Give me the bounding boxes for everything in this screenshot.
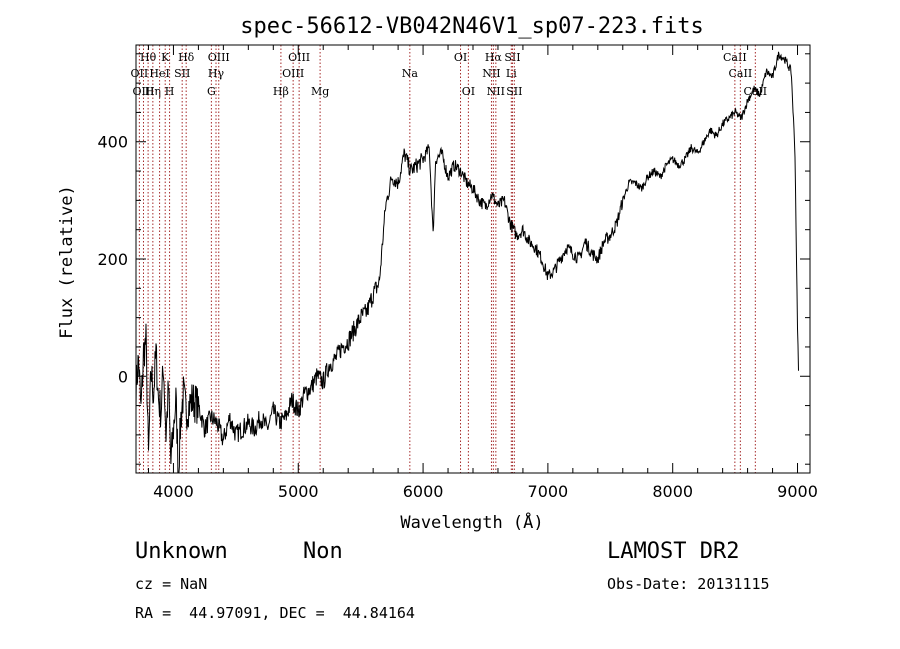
- object-subclass: Non: [303, 539, 343, 564]
- x-tick-label-6000: 6000: [403, 482, 444, 501]
- line-marker-label-22: Li: [506, 67, 517, 80]
- line-marker-label-26: CaII: [729, 67, 753, 80]
- line-marker-label-9: G: [207, 85, 216, 98]
- line-marker-label-18: OI: [462, 85, 475, 98]
- x-axis-label: Wavelength (Å): [400, 511, 543, 533]
- line-marker-label-1: OII: [131, 67, 149, 80]
- sky-coordinates: RA = 44.97091, DEC = 44.84164: [135, 604, 415, 622]
- y-tick-label-200: 200: [97, 250, 128, 269]
- line-marker-label-3: Hη: [145, 85, 161, 98]
- survey-name: LAMOST DR2: [607, 539, 740, 564]
- x-tick-label-9000: 9000: [777, 482, 818, 501]
- line-marker-label-4: HeI: [149, 67, 169, 80]
- y-axis-label: Flux (relative): [57, 185, 77, 339]
- line-marker-label-6: H: [165, 85, 175, 98]
- line-marker-label-0: Hθ: [140, 51, 157, 64]
- x-tick-label-7000: 7000: [528, 482, 569, 501]
- line-marker-label-25: CaII: [723, 51, 747, 64]
- line-marker-label-2: OIII: [132, 85, 154, 98]
- x-tick-label-4000: 4000: [153, 482, 194, 501]
- x-tick-label-8000: 8000: [652, 482, 693, 501]
- x-tick-label-5000: 5000: [278, 482, 319, 501]
- redshift-value: cz = NaN: [135, 575, 208, 593]
- line-marker-label-24: SII: [506, 85, 522, 98]
- line-marker-label-16: Na: [402, 67, 419, 80]
- y-tick-label-400: 400: [97, 133, 128, 152]
- object-class: Unknown: [135, 539, 228, 564]
- line-marker-label-21: NII: [487, 85, 505, 98]
- line-marker-label-10: Hγ: [208, 67, 225, 80]
- spectrum-series: [135, 51, 799, 474]
- chart-title: spec-56612-VB042N46V1_sp07-223.fits: [240, 14, 704, 39]
- observation-date: Obs-Date: 20131115: [607, 575, 770, 593]
- line-marker-label-14: OIII: [288, 51, 310, 64]
- plot-frame: [135, 44, 811, 474]
- line-marker-label-11: OIII: [208, 51, 230, 64]
- line-marker-label-15: Mg: [311, 85, 329, 98]
- line-marker-label-19: NII: [482, 67, 500, 80]
- spectrum-line: [135, 51, 799, 474]
- line-marker-label-20: Hα: [485, 51, 503, 64]
- line-marker-label-27: CaII: [743, 85, 767, 98]
- line-marker-label-17: OI: [454, 51, 467, 64]
- line-marker-label-7: SII: [174, 67, 190, 80]
- line-marker-label-5: K: [161, 51, 170, 64]
- axes: 4000 5000 6000 7000 8000 9000 0 200 400: [97, 45, 818, 501]
- spectrum-chart: spec-56612-VB042N46V1_sp07-223.fits Hθ OI…: [57, 14, 818, 533]
- line-marker-label-8: Hδ: [178, 51, 195, 64]
- line-marker-label-12: Hβ: [273, 85, 289, 98]
- spectral-line-markers: HθOIIOIIIHηHeIKHSIIHδGHγOIIIHβOIIIOIIIMg…: [131, 45, 767, 473]
- line-marker-label-13: OIII: [282, 67, 304, 80]
- line-marker-label-23: SII: [504, 51, 520, 64]
- y-tick-label-0: 0: [118, 367, 128, 386]
